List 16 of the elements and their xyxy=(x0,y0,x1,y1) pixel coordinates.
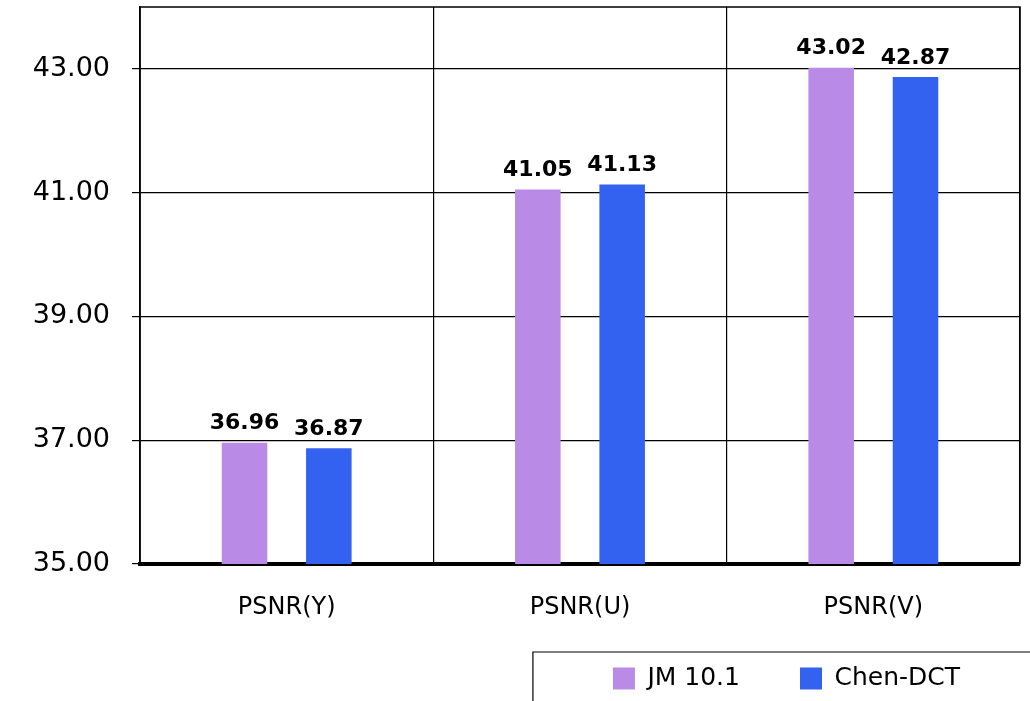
data-label: 41.13 xyxy=(587,151,657,177)
y-tick-label: 43.00 xyxy=(32,50,110,82)
data-label: 36.87 xyxy=(294,414,364,440)
x-tick-label: PSNR(V) xyxy=(823,592,924,621)
data-label: 42.87 xyxy=(880,43,951,69)
x-tick-label: PSNR(Y) xyxy=(237,592,336,621)
y-tick-label: 41.00 xyxy=(32,174,110,206)
data-label: 41.05 xyxy=(503,156,573,182)
legend-label: Chen-DCT xyxy=(834,662,961,691)
y-tick-label: 37.00 xyxy=(32,422,110,454)
data-label: 43.02 xyxy=(796,34,866,60)
data-label: 36.96 xyxy=(209,409,280,435)
y-tick-label: 39.00 xyxy=(32,298,110,330)
y-tick-label: 35.00 xyxy=(32,546,110,578)
legend-label: JM 10.1 xyxy=(645,662,740,691)
x-tick-label: PSNR(U) xyxy=(529,592,631,621)
